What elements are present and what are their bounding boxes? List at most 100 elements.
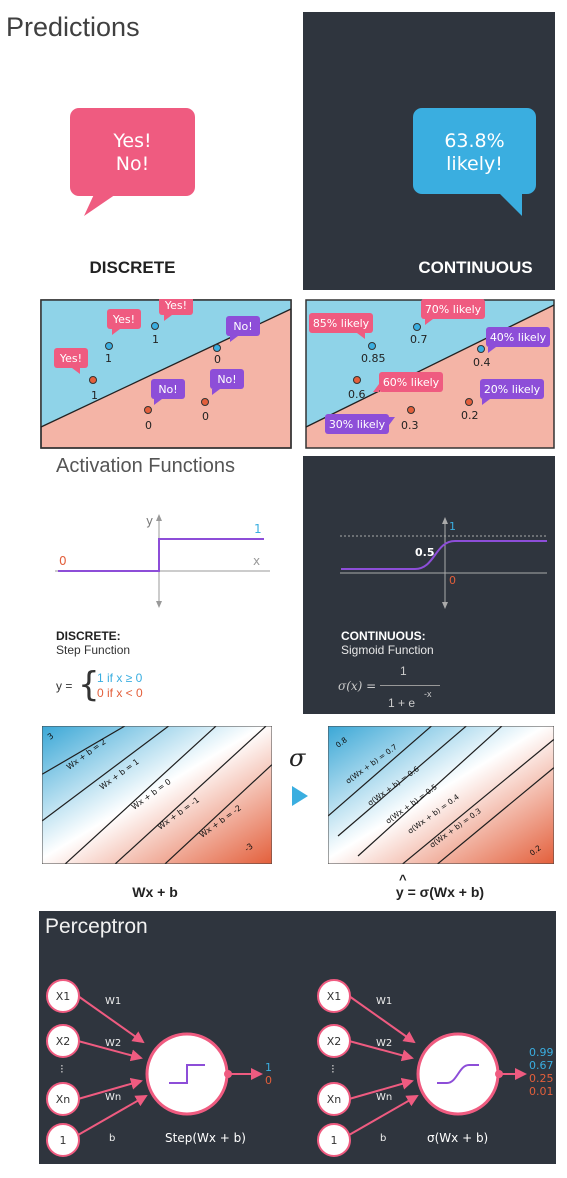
perceptron-title: Perceptron [45,915,148,938]
step-case-0: 0 if x < 0 [97,686,143,700]
step-perceptron: X1 X2 Xn 1 ⁝ W1 W2 Wn b 1 0 Step(Wx + b) [46,979,272,1157]
activation-title: Activation Functions [56,455,235,477]
step-input-label: X2 [56,1035,71,1048]
sigmoid-weight-label: W2 [376,1038,392,1049]
sigmoid-input-label: Xn [327,1093,342,1106]
sigmoid-function-graph: 1 0.5 0 [340,517,547,609]
continuous-value: 0.85 [361,352,386,365]
sigmoid-weight-label: b [380,1133,386,1144]
x-axis-label: x [253,554,260,568]
sigmoid-weight-label: Wn [376,1092,392,1103]
step-weight-label: W1 [105,996,121,1007]
step-dots: ⁝ [60,1062,64,1076]
discrete-bubble-yes: Yes! [113,130,152,152]
no-tag [151,379,185,399]
no-tag [210,369,244,389]
sigmoid-perceptron-caption: σ(Wx + b) [427,1131,488,1145]
no-tag-text: No! [233,320,252,333]
discrete-point [89,376,97,384]
continuous-speech-bubble [413,108,536,194]
continuous-value: 0.2 [461,409,479,422]
sigmoid-half: 0.5 [415,546,435,559]
predictions-title: Predictions [6,12,140,42]
likelihood-tag [379,372,443,392]
linear-corner-bottom: -3 [243,842,255,854]
sigmoid-numerator: 1 [400,664,407,678]
continuous-bubble-percent: 63.8% [444,130,505,152]
likelihood-tag-text: 20% likely [484,383,541,396]
sigmoid-function-name: Sigmoid Function [341,643,434,657]
step-function-graph: y x 1 0 [55,514,270,608]
yes-tag [54,348,88,368]
y-axis-label: y [146,514,153,528]
likelihood-tag-text: 30% likely [329,418,386,431]
continuous-boundary-line [305,304,555,428]
step-weight-label: W2 [105,1038,121,1049]
sigmoid-input-label: 1 [331,1134,338,1147]
likelihood-tag [325,414,389,434]
step-name: DISCRETE: [56,629,121,643]
sigmoid-weight-label: W1 [376,996,392,1007]
linear-caption: Wx + b [132,884,178,900]
sigma-symbol: σ [289,744,306,772]
step-function-name: Step Function [56,643,131,657]
continuous-point [407,406,415,414]
discrete-bubble-tail [84,190,122,216]
likelihood-tag-text: 60% likely [383,376,440,389]
sigmoid-caption-hat: ^ [399,872,407,887]
sigmoid-output: 0.01 [529,1085,554,1098]
sigmoid-dots: ⁝ [331,1062,335,1076]
likelihood-tag [486,327,550,347]
no-tag [226,316,260,336]
sigmoid-perceptron: X1 X2 Xn 1 ⁝ W1 W2 Wn b 0.99 0.67 0.25 0… [317,979,554,1157]
yes-tag [159,299,193,315]
no-tag-text: No! [158,383,177,396]
sigmoid-output: 0.67 [529,1059,554,1072]
likelihood-tag [480,379,544,399]
discrete-value: 1 [91,389,98,402]
continuous-point [353,376,361,384]
continuous-value: 0.7 [410,333,428,346]
step-high-value: 1 [254,522,262,536]
continuous-bubble-likely: likely! [446,153,503,175]
discrete-value: 1 [152,333,159,346]
sigmoid-denominator: 1 + e [388,696,416,710]
step-formula-lhs: y = [56,679,73,693]
sigmoid-curve [341,540,547,570]
step-caption: Step(Wx + b) [165,1131,246,1145]
continuous-value: 0.6 [348,388,366,401]
continuous-point [465,398,473,406]
likelihood-tag-text: 70% likely [425,303,482,316]
discrete-point [151,322,159,330]
continuous-bubble-tail [494,188,522,216]
sigmoid-score-map: σ(Wx + b) = 0.7 σ(Wx + b) = 0.6 σ(Wx + b… [328,726,554,864]
discrete-speech-bubble [70,108,195,196]
sigmoid-one: 1 [449,520,456,533]
step-output-1: 1 [265,1061,272,1074]
continuous-label: CONTINUOUS [418,258,533,277]
step-output-0: 0 [265,1074,272,1087]
transform-arrow-icon [292,786,308,806]
yes-tag [107,309,141,329]
likelihood-tag [309,313,373,333]
yes-tag-text: Yes! [59,352,82,365]
step-weight-label: b [109,1133,115,1144]
sigmoid-input-label: X2 [327,1035,342,1048]
sigmoid-input-label: X1 [327,990,342,1003]
continuous-point [368,342,376,350]
likelihood-tag [421,299,485,319]
continuous-value: 0.3 [401,419,419,432]
continuous-value: 0.4 [473,356,491,369]
sigmoid-name: CONTINUOUS: [341,629,426,643]
discrete-value: 0 [202,410,209,423]
discrete-classification-plot: 1 1 1 0 0 0 Yes! Yes! Yes! No! No! No! [40,299,292,449]
discrete-point [144,406,152,414]
step-low-value: 0 [59,554,67,568]
linear-gradient-area [42,726,272,864]
continuous-point [477,345,485,353]
continuous-classification-plot: 0.85 0.7 0.4 0.6 0.2 0.3 85% likely 70% … [305,299,555,449]
sigmoid-fraction-bar [380,685,440,686]
discrete-value: 0 [145,419,152,432]
discrete-point [213,344,221,352]
sigmoid-panel [303,456,555,714]
